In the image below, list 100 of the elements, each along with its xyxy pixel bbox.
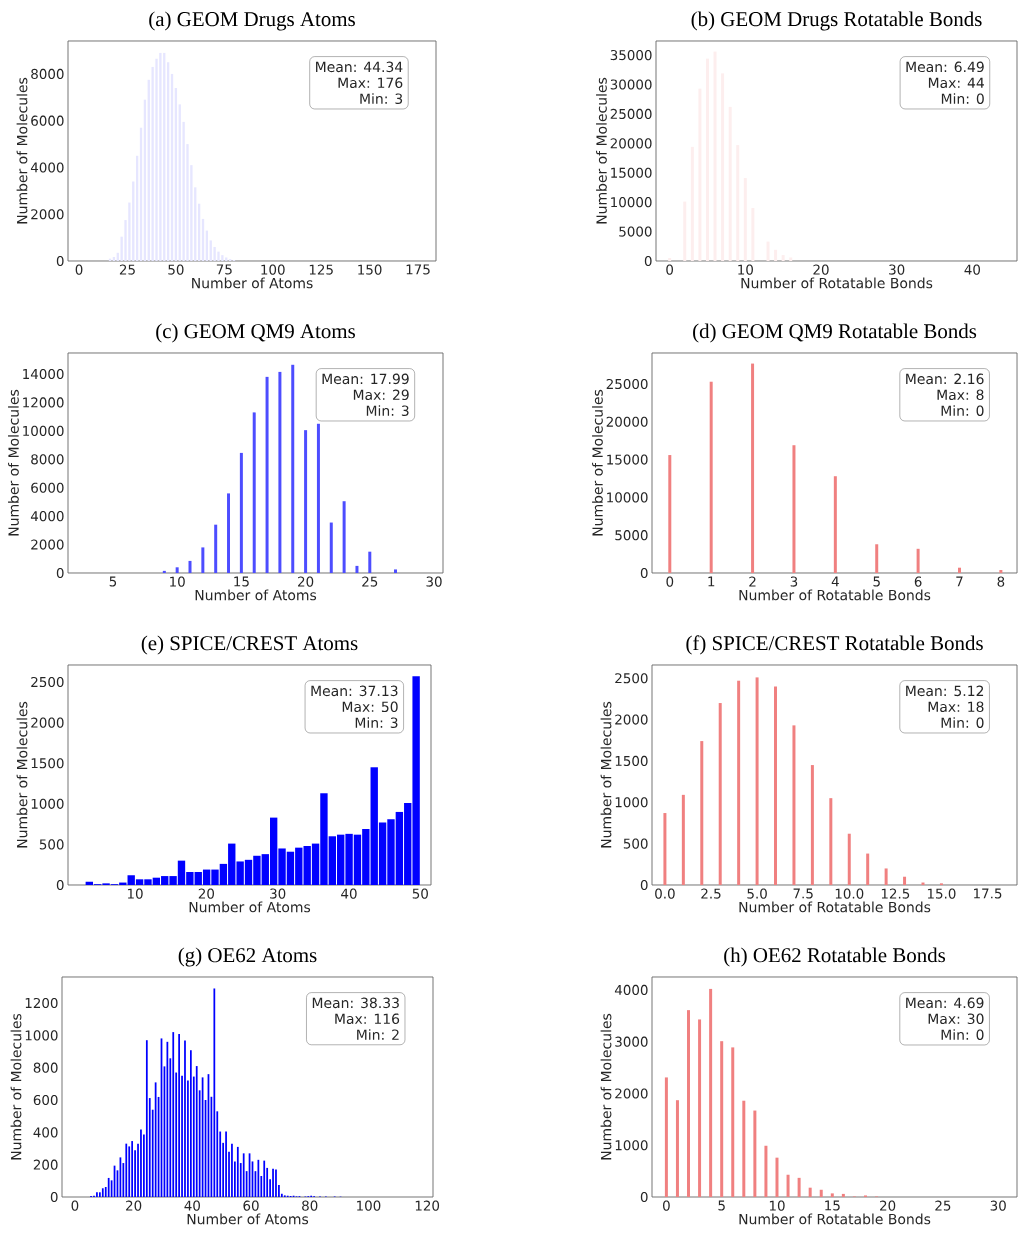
- x-tick-label: 5.0: [747, 888, 767, 899]
- annotation: Max: 30: [928, 1013, 984, 1025]
- bar: [751, 363, 755, 573]
- x-axis-title: Number of Atoms: [189, 901, 311, 913]
- chart-title: (g) OE62 Atoms: [178, 947, 317, 967]
- x-tick-label: 175: [406, 264, 430, 275]
- bar: [720, 1041, 724, 1197]
- bar: [700, 741, 704, 885]
- x-tick-label: 50: [412, 888, 428, 899]
- y-tick-label: 4000: [30, 511, 64, 522]
- y-tick-label: 0: [50, 1191, 58, 1203]
- y-tick-label: 15000: [607, 454, 648, 465]
- bar: [833, 476, 837, 573]
- bar: [393, 569, 397, 573]
- annotation: Mean: 17.99: [322, 373, 409, 385]
- chart-title: (c) GEOM QM9 Atoms: [156, 323, 355, 343]
- y-tick-label: 600: [33, 1094, 58, 1106]
- y-axis-title: Number of Molecules: [592, 389, 603, 536]
- x-tick-label: 1: [708, 576, 715, 587]
- y-tick-label: 10000: [23, 425, 64, 436]
- chart-title: (b) GEOM Drugs Rotatable Bonds: [691, 11, 982, 31]
- y-tick-label: 20000: [610, 138, 652, 149]
- bar: [227, 493, 231, 573]
- y-tick-label: 2000: [615, 1088, 648, 1099]
- annotation: Min: 3: [360, 93, 403, 105]
- y-tick-label: 0: [640, 567, 648, 579]
- y-tick-label: 0: [56, 255, 64, 267]
- x-tick-label: 40: [964, 264, 981, 275]
- annotation: Max: 29: [353, 389, 409, 401]
- chart-title: (d) GEOM QM9 Rotatable Bonds: [693, 323, 977, 343]
- bar: [737, 680, 741, 885]
- x-tick-label: 12.5: [881, 888, 910, 899]
- bar: [830, 1193, 834, 1197]
- bar: [342, 501, 346, 573]
- x-tick-label: 3: [790, 576, 798, 587]
- bar: [278, 371, 282, 573]
- annotation: Mean: 37.13: [311, 685, 398, 697]
- x-tick-label: 10: [127, 888, 143, 899]
- x-tick-label: 40: [341, 888, 357, 899]
- x-tick-label: 2.5: [701, 888, 721, 899]
- bar: [329, 522, 333, 573]
- x-axis-title: Number of Rotatable Bonds: [739, 589, 931, 601]
- bar: [808, 1187, 812, 1197]
- bar: [792, 725, 796, 885]
- chart-title: (f) SPICE/CREST Rotatable Bonds: [686, 635, 983, 655]
- y-tick-label: 8000: [31, 454, 64, 465]
- y-tick-label: 0: [56, 567, 64, 579]
- y-tick-label: 0: [640, 1191, 648, 1203]
- annotation: Max: 18: [928, 701, 984, 713]
- annotation: Mean: 38.33: [312, 997, 399, 1009]
- y-tick-label: 500: [623, 838, 648, 849]
- x-tick-label: 20: [880, 1200, 896, 1211]
- x-tick-label: 20: [813, 264, 829, 275]
- y-tick-label: 1000: [31, 798, 64, 809]
- annotation: Mean: 5.12: [906, 685, 984, 697]
- y-tick-label: 4000: [30, 162, 64, 173]
- y-tick-label: 10000: [611, 197, 652, 208]
- bar: [664, 1077, 668, 1197]
- x-tick-label: 75: [216, 264, 232, 275]
- y-tick-label: 2000: [31, 539, 64, 550]
- y-tick-label: 2000: [31, 717, 64, 728]
- bar: [819, 1189, 823, 1197]
- annotation: Mean: 44.34: [316, 61, 403, 73]
- x-axis-title: Number of Atoms: [195, 589, 317, 601]
- bar: [316, 423, 320, 573]
- bar: [789, 257, 793, 261]
- y-tick-label: 0: [640, 879, 648, 891]
- y-tick-label: 0: [644, 255, 652, 267]
- x-tick-label: 150: [358, 264, 382, 275]
- x-tick-label: 10: [170, 576, 185, 587]
- bar: [304, 430, 308, 573]
- y-tick-label: 15000: [611, 167, 652, 178]
- x-tick-label: 10: [769, 1200, 785, 1211]
- y-tick-label: 20000: [606, 416, 648, 427]
- bar: [810, 765, 814, 885]
- x-axis-title: Number of Atoms: [187, 1213, 309, 1225]
- bar: [687, 1010, 691, 1197]
- bar: [903, 876, 907, 885]
- bar: [764, 1145, 768, 1197]
- y-tick-label: 500: [39, 839, 64, 850]
- annotation: Min: 3: [366, 405, 409, 417]
- bar: [753, 1110, 757, 1197]
- x-tick-label: 30: [426, 576, 442, 587]
- bar: [214, 524, 218, 573]
- bar: [775, 1157, 779, 1197]
- x-tick-label: 20: [126, 1200, 142, 1211]
- x-axis-title: Number of Rotatable Bonds: [739, 1213, 931, 1225]
- bar: [368, 551, 372, 573]
- x-tick-label: 7.5: [793, 888, 813, 899]
- y-tick-label: 1000: [25, 1030, 58, 1041]
- x-tick-label: 8: [997, 576, 1005, 587]
- x-tick-label: 30: [270, 888, 286, 899]
- x-tick-label: 15.0: [927, 888, 956, 899]
- x-tick-label: 0.0: [655, 888, 675, 899]
- annotation: Max: 44: [928, 77, 984, 89]
- x-tick-label: 30: [990, 1200, 1006, 1211]
- y-axis-title: Number of Molecules: [600, 701, 612, 848]
- x-tick-label: 5: [109, 576, 117, 587]
- y-axis-title: Number of Molecules: [16, 77, 28, 224]
- x-tick-label: 4: [831, 576, 839, 587]
